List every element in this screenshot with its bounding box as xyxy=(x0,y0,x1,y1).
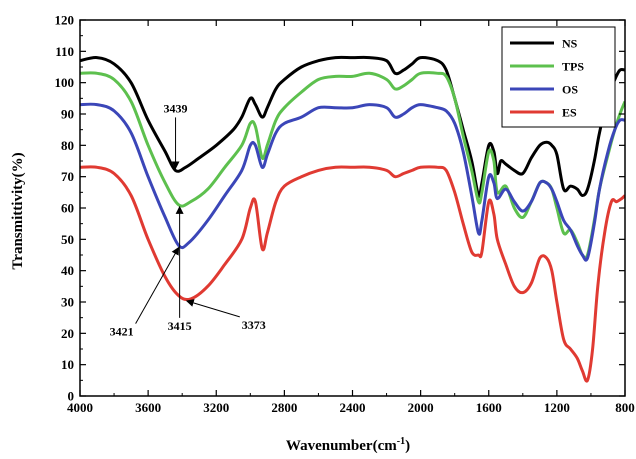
x-tick-label: 3200 xyxy=(203,400,229,415)
axes: 0 10 20 30 40 50 60 70 80 90 100 110 120 4000 3600 3200… xyxy=(55,13,635,416)
legend-label-tps: TPS xyxy=(562,60,584,74)
x-tick-label: 2800 xyxy=(271,400,297,415)
x-tick-label: 800 xyxy=(615,400,635,415)
x-tick-label: 2400 xyxy=(340,400,366,415)
x-axis-title-text: Wavenumber(cm xyxy=(286,438,397,454)
y-tick-label: 40 xyxy=(61,263,74,278)
x-axis-title-superscript: -1 xyxy=(397,436,405,447)
y-tick-label: 60 xyxy=(61,201,74,216)
y-tick-label: 50 xyxy=(61,232,74,247)
legend-label-ns: NS xyxy=(562,37,578,51)
y-tick-label: 110 xyxy=(55,44,74,59)
x-tick-label: 3600 xyxy=(135,400,161,415)
x-tick-label: 1600 xyxy=(476,400,502,415)
series-line-ns xyxy=(80,55,625,198)
plot-area xyxy=(80,55,625,383)
y-axis-title: Transmittivity(%) xyxy=(10,152,26,269)
annotation-label-3439: 3439 xyxy=(164,101,188,115)
x-axis-title-close: ) xyxy=(405,438,410,454)
y-tick-label: 0 xyxy=(68,389,75,404)
y-tick-label: 100 xyxy=(55,75,75,90)
x-tick-label: 2000 xyxy=(408,400,434,415)
legend-label-os: OS xyxy=(562,83,578,97)
annotation-arrow-3373 xyxy=(185,299,240,318)
y-tick-label: 80 xyxy=(61,138,74,153)
series-line-os xyxy=(80,102,625,262)
y-tick-label: 120 xyxy=(55,13,75,28)
x-tick-label: 4000 xyxy=(67,400,93,415)
y-tick-label: 70 xyxy=(61,169,74,184)
y-tick-label: 90 xyxy=(61,107,74,122)
annotation-label-3415: 3415 xyxy=(168,319,192,333)
x-tick-label: 1200 xyxy=(544,400,570,415)
x-axis-title: Wavenumber(cm-1) xyxy=(286,436,410,454)
legend-label-es: ES xyxy=(562,106,577,120)
annotation-label-3421: 3421 xyxy=(110,325,134,339)
y-tick-label: 30 xyxy=(61,295,74,310)
series-line-es xyxy=(80,165,625,383)
annotations: 3439 3421 3415 3373 xyxy=(110,101,266,338)
annotation-label-3373: 3373 xyxy=(242,318,266,332)
y-tick-label: 20 xyxy=(61,326,74,341)
legend: NS TPS OS ES xyxy=(501,26,616,128)
y-tick-label: 10 xyxy=(61,357,74,372)
annotation-arrow-3421 xyxy=(135,246,180,324)
